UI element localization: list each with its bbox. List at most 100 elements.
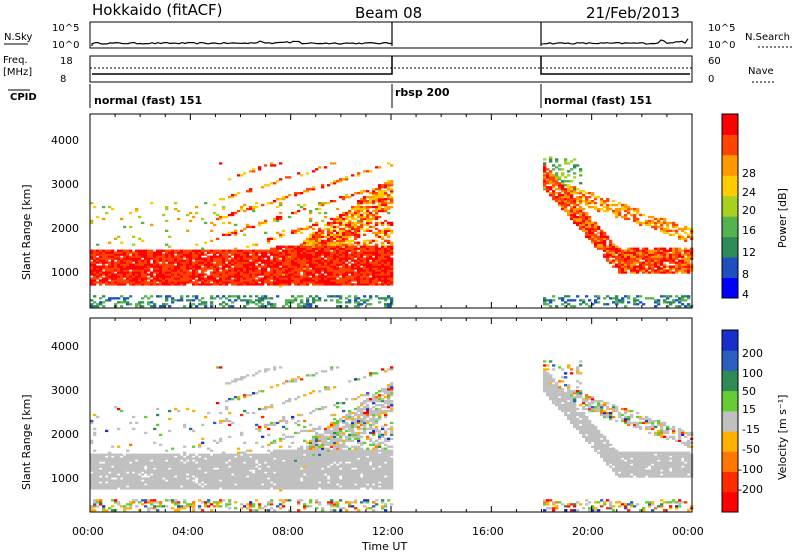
heatmap-cell (378, 186, 382, 189)
heatmap-cell (279, 277, 283, 280)
heatmap-cell (138, 253, 142, 256)
heatmap-cell (288, 275, 292, 278)
heatmap-cell (237, 483, 241, 486)
heatmap-cell (330, 281, 334, 284)
heatmap-cell (387, 295, 391, 298)
heatmap-cell (114, 471, 118, 474)
heatmap-cell (174, 271, 178, 274)
heatmap-cell (174, 259, 178, 262)
heatmap-cell (321, 273, 325, 276)
heatmap-cell (267, 202, 271, 205)
heatmap-cell (603, 237, 607, 240)
heatmap-cell (288, 265, 292, 268)
heatmap-cell (93, 433, 97, 436)
heatmap-cell (240, 207, 244, 211)
heatmap-cell (630, 249, 634, 252)
heatmap-cell (117, 485, 121, 488)
heatmap-cell (231, 267, 235, 270)
heatmap-cell (117, 253, 121, 256)
heatmap-cell (177, 277, 181, 280)
heatmap-cell (279, 281, 283, 284)
heatmap-cell (132, 257, 136, 260)
heatmap-cell (357, 202, 361, 205)
heatmap-cell (309, 257, 313, 260)
heatmap-cell (180, 271, 184, 274)
heatmap-cell (327, 202, 331, 205)
heatmap-cell (666, 231, 670, 234)
heatmap-cell (93, 477, 97, 480)
heatmap-cell (201, 253, 205, 256)
heatmap-cell (303, 227, 307, 231)
heatmap-cell (222, 475, 226, 478)
heatmap-cell (234, 485, 238, 488)
heatmap-cell (252, 392, 256, 395)
heatmap-cell (318, 283, 322, 286)
heatmap-cell (309, 249, 313, 252)
heatmap-cell (615, 215, 619, 219)
heatmap-cell (276, 485, 280, 488)
heatmap-cell (198, 299, 202, 302)
heatmap-cell (132, 499, 136, 502)
heatmap-cell (171, 459, 175, 462)
heatmap-cell (342, 279, 346, 282)
heatmap-cell (114, 499, 118, 502)
heatmap-cell (96, 249, 100, 252)
heatmap-cell (678, 263, 682, 266)
heatmap-cell (96, 303, 100, 306)
heatmap-cell (168, 483, 172, 486)
heatmap-cell (339, 269, 343, 272)
heatmap-cell (141, 259, 145, 262)
heatmap-cell (270, 485, 274, 488)
heatmap-cell (348, 241, 352, 244)
heatmap-cell (624, 257, 628, 260)
heatmap-cell (249, 477, 253, 480)
heatmap-cell (129, 469, 133, 472)
heatmap-cell (213, 253, 217, 256)
heatmap-cell (357, 275, 361, 278)
heatmap-cell (144, 259, 148, 262)
heatmap-cell (336, 269, 340, 272)
heatmap-cell (258, 485, 262, 488)
heatmap-cell (255, 202, 259, 205)
heatmap-cell (93, 467, 97, 470)
heatmap-cell (234, 255, 238, 258)
heatmap-cell (102, 469, 106, 472)
heatmap-cell (216, 366, 220, 369)
heatmap-cell (570, 192, 574, 195)
heatmap-cell (654, 257, 658, 260)
heatmap-cell (102, 217, 106, 221)
heatmap-cell (201, 251, 205, 254)
heatmap-cell (576, 223, 580, 227)
heatmap-cell (219, 473, 223, 476)
heatmap-cell (222, 461, 226, 464)
heatmap-cell (198, 481, 202, 484)
heatmap-cell (276, 283, 280, 286)
heatmap-cell (384, 271, 388, 274)
heatmap-cell (549, 194, 553, 197)
heatmap-cell (189, 261, 193, 264)
heatmap-cell (654, 263, 658, 266)
heatmap-cell (303, 283, 307, 286)
heatmap-cell (351, 233, 355, 236)
heatmap-cell (93, 269, 97, 272)
heatmap-cell (240, 485, 244, 488)
heatmap-cell (363, 170, 367, 173)
heatmap-cell (150, 487, 154, 490)
heatmap-cell (183, 451, 187, 454)
heatmap-cell (177, 477, 181, 480)
heatmap-cell (651, 271, 655, 274)
heatmap-cell (342, 257, 346, 260)
heatmap-cell (351, 221, 355, 225)
heatmap-cell (384, 297, 388, 300)
heatmap-cell (249, 275, 253, 278)
heatmap-cell (333, 281, 337, 284)
heatmap-cell (609, 261, 613, 264)
heatmap-cell (225, 283, 229, 286)
heatmap-cell (117, 265, 121, 268)
heatmap-cell (249, 279, 253, 282)
heatmap-cell (579, 190, 583, 193)
heatmap-cell (633, 269, 637, 272)
heatmap-cell (225, 279, 229, 282)
heatmap-cell (672, 255, 676, 258)
heatmap-cell (342, 263, 346, 266)
